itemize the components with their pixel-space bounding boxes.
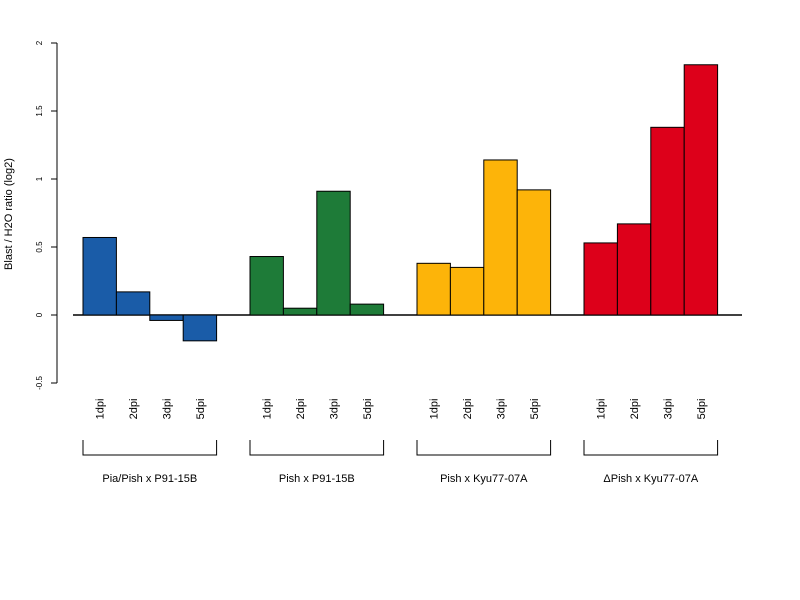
bar <box>583 242 618 316</box>
bar <box>349 303 385 316</box>
bar <box>115 291 151 316</box>
category-tick-label: 1dpi <box>95 399 107 420</box>
y-axis: -0.5 0 0.5 1 1.5 2 <box>35 40 742 390</box>
bar <box>82 236 117 316</box>
category-tick-label: 3dpi <box>663 399 675 420</box>
category-tick-label: 1dpi <box>596 399 608 420</box>
bar <box>282 307 318 316</box>
category-tick-label: 2dpi <box>462 399 474 420</box>
y-tick-label: 1 <box>35 176 44 181</box>
group-label: Pish x P91-15B <box>279 473 355 485</box>
bar <box>449 266 485 316</box>
category-labels: 1dpi 2dpi 3dpi 5dpi Pia/Pish x P91-15B 1dpi 2d… <box>82 399 719 485</box>
y-tick-label: 1.5 <box>35 105 44 117</box>
category-tick-label: 1dpi <box>262 399 274 420</box>
bar <box>182 314 218 342</box>
group-label: ΔPish x Kyu77-07A <box>603 473 698 485</box>
category-tick-label: 3dpi <box>329 399 341 420</box>
group-bracket <box>416 440 552 456</box>
group-bracket <box>249 440 385 456</box>
bar <box>616 223 652 316</box>
y-tick-label: 0 <box>35 312 44 317</box>
y-tick-label: 0.5 <box>35 241 44 253</box>
category-tick-label: 3dpi <box>496 399 508 420</box>
bar <box>483 159 518 316</box>
category-tick-label: 1dpi <box>429 399 441 420</box>
group-label: Pia/Pish x P91-15B <box>102 473 197 485</box>
bar <box>416 262 451 316</box>
category-tick-label: 5dpi <box>195 399 207 420</box>
y-axis-label: Blast / H2O ratio (log2) <box>3 158 15 270</box>
category-tick-label: 3dpi <box>162 399 174 420</box>
y-tick-label: -0.5 <box>35 376 44 390</box>
group-bracket <box>583 440 719 456</box>
bar <box>650 126 685 316</box>
group-bracket <box>82 440 218 456</box>
y-tick-label: 2 <box>35 40 44 45</box>
bar-series <box>82 64 719 342</box>
bar <box>149 314 184 321</box>
group-label: Pish x Kyu77-07A <box>440 473 528 485</box>
category-tick-label: 2dpi <box>128 399 140 420</box>
bar <box>516 189 552 316</box>
category-tick-label: 2dpi <box>629 399 641 420</box>
bar <box>316 190 351 316</box>
category-tick-label: 5dpi <box>362 399 374 420</box>
category-tick-label: 5dpi <box>529 399 541 420</box>
bar <box>249 256 284 316</box>
bar <box>683 64 719 316</box>
category-tick-label: 5dpi <box>696 399 708 420</box>
category-tick-label: 2dpi <box>295 399 307 420</box>
